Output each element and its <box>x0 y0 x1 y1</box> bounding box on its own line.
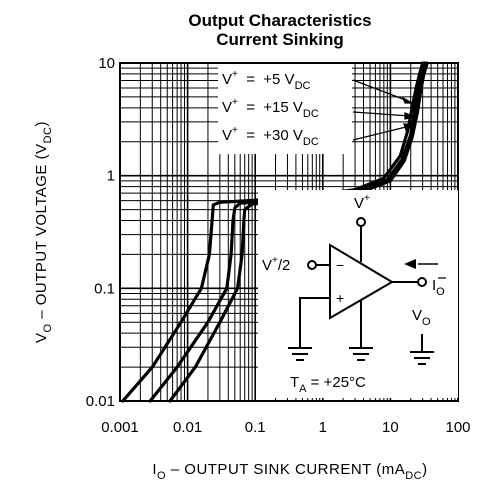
temperature-label: TA = +25°C <box>290 374 366 395</box>
y-tick-label: 0.01 <box>86 393 115 410</box>
y-tick-labels: 0.01 0.1 1 10 <box>86 55 115 410</box>
voltage-label: VO <box>412 307 431 328</box>
y-tick-label: 1 <box>107 168 115 185</box>
y-axis-label: VO – OUTPUT VOLTAGE (VDC) <box>33 121 54 343</box>
current-label: IO <box>432 277 445 298</box>
series-label-5v: V+ = +5 VDC <box>222 69 311 92</box>
x-tick-label: 1 <box>319 419 327 436</box>
label-leader-lines <box>352 79 417 141</box>
half-supply-label: V+/2 <box>262 255 290 274</box>
x-tick-labels: 0.001 0.01 0.1 1 10 100 <box>101 419 470 436</box>
x-axis-label: IO – OUTPUT SINK CURRENT (mADC) <box>152 461 427 482</box>
chart-subtitle: Current Sinking <box>216 30 344 49</box>
noninverting-input-wire <box>299 297 330 348</box>
y-tick-label: 0.1 <box>94 280 115 297</box>
supply-terminal <box>356 217 366 227</box>
arrowhead-15v <box>404 111 417 120</box>
series-label-15v: V+ = +15 VDC <box>222 97 319 120</box>
inverting-input-terminal <box>307 260 317 270</box>
x-tick-label: 0.01 <box>173 419 202 436</box>
leader-line-5v <box>352 79 409 102</box>
series-label-30v: V+ = +30 VDC <box>222 125 319 148</box>
plus-sign: + <box>336 290 344 306</box>
arrowhead-30v <box>403 123 416 131</box>
test-circuit-inset: V+ V+/2 − + IO VO TA = +25°C <box>258 190 458 398</box>
x-tick-label: 10 <box>382 419 399 436</box>
leader-line-30v <box>352 125 411 141</box>
x-tick-label: 0.1 <box>245 419 266 436</box>
leader-line-15v <box>352 111 411 117</box>
y-tick-label: 10 <box>98 55 115 72</box>
arrowhead-5v <box>401 96 415 104</box>
output-terminal <box>417 277 427 287</box>
legend-background <box>218 64 352 154</box>
minus-sign: − <box>336 257 344 273</box>
x-tick-label: 100 <box>445 419 470 436</box>
chart-title: Output Characteristics <box>188 11 372 30</box>
current-arrow-icon <box>404 259 416 269</box>
series-labels: V+ = +5 VDC V+ = +15 VDC V+ = +30 VDC <box>218 64 352 154</box>
supply-label: V+ <box>354 193 370 212</box>
x-tick-label: 0.001 <box>101 419 139 436</box>
